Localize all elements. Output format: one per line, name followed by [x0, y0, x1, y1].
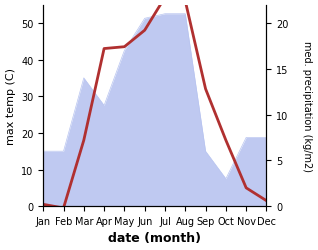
Y-axis label: med. precipitation (kg/m2): med. precipitation (kg/m2) — [302, 41, 313, 171]
Y-axis label: max temp (C): max temp (C) — [5, 68, 16, 144]
X-axis label: date (month): date (month) — [108, 232, 201, 244]
